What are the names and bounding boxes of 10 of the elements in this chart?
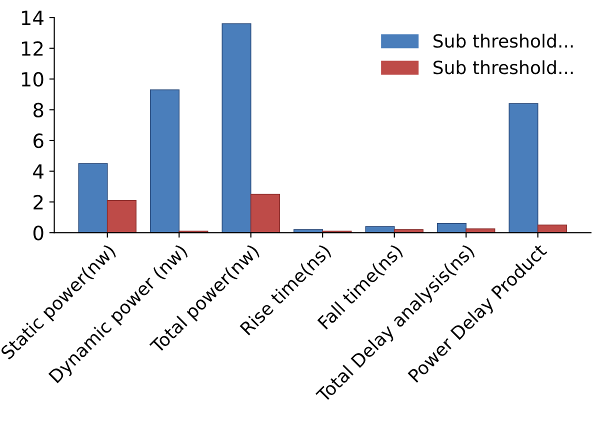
legend-label: Sub threshold... — [434, 34, 573, 48]
y-tick-label: 8 — [33, 102, 44, 118]
y-tick-label: 14 — [22, 10, 44, 25]
y-tick-label: 12 — [22, 41, 43, 56]
y-tick-label: 2 — [34, 194, 43, 210]
y-tick-label: 6 — [34, 133, 44, 148]
y-tick-label: 4 — [33, 164, 44, 179]
y-tick-label: 0 — [33, 226, 44, 240]
legend-label: Sub threshold... — [434, 60, 573, 74]
y-tick-label: 10 — [22, 72, 44, 87]
